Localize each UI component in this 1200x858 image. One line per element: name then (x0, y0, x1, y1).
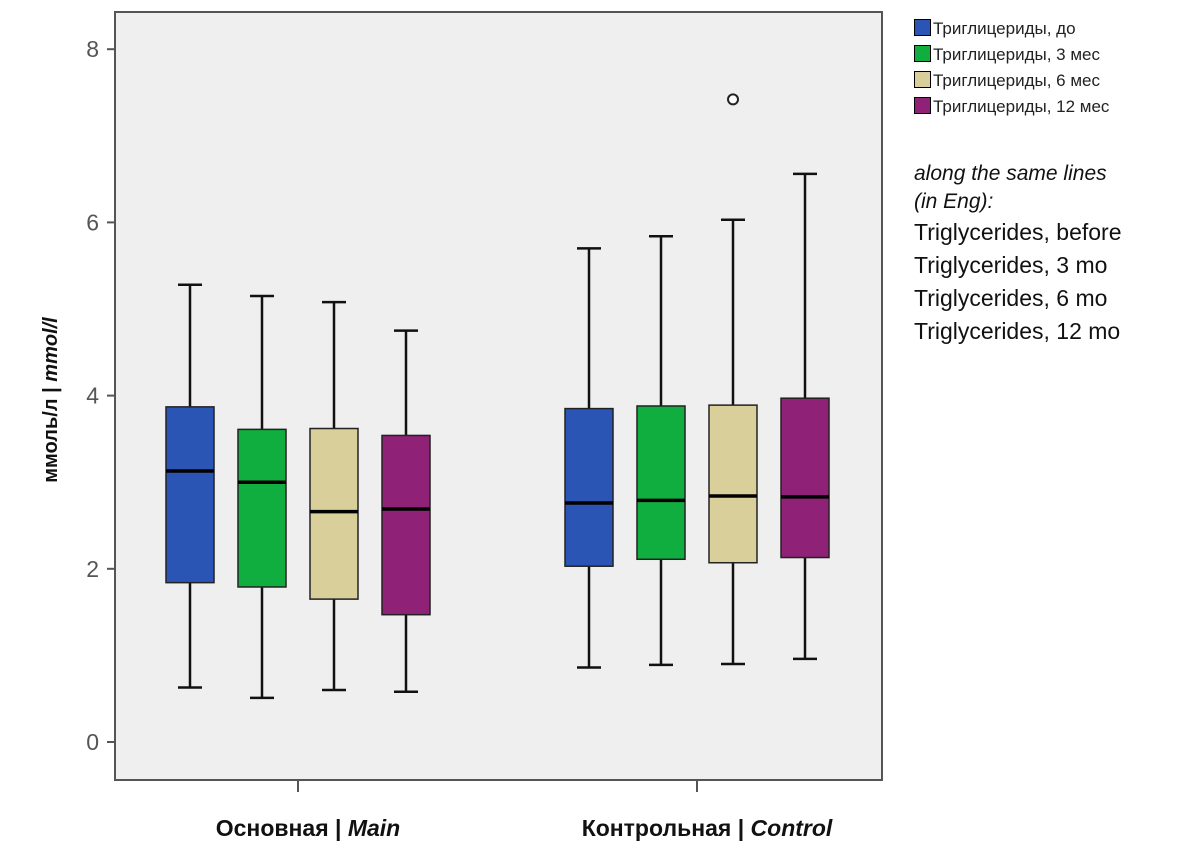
plot-area (114, 11, 883, 781)
legend-label-before: Триглицериды, до (933, 19, 1076, 38)
box-iqr (165, 406, 215, 584)
translation-line-before: Triglycerides, before (914, 219, 1122, 245)
box-iqr (237, 428, 287, 588)
translation-line-12mo: Triglycerides, 12 mo (914, 318, 1121, 344)
translation-line-6mo: Triglycerides, 6 mo (914, 285, 1108, 311)
legend: Триглицериды, до Триглицериды, 3 мес Три… (914, 16, 1196, 120)
legend-item-3mo: Триглицериды, 3 мес (914, 42, 1196, 68)
y-tick-label: 0 (86, 729, 99, 755)
y-tick-label: 8 (86, 36, 99, 62)
x-category-label-native: Основная | (216, 815, 348, 841)
box-iqr (381, 434, 431, 616)
y-tick-label: 4 (86, 383, 99, 409)
legend-item-before: Триглицериды, до (914, 16, 1196, 42)
x-category-label-english: Main (348, 815, 400, 841)
box-iqr (708, 404, 758, 564)
y-tick-label: 2 (86, 556, 99, 582)
legend-swatch-before (914, 19, 931, 36)
legend-item-6mo: Триглицериды, 6 мес (914, 68, 1196, 94)
legend-swatch-12mo (914, 97, 931, 114)
y-axis-label-english: mmol/l (40, 317, 62, 382)
box-iqr (309, 427, 359, 600)
english-translation-note: along the same lines (in Eng): Triglycer… (914, 160, 1196, 348)
x-category-label-english: Control (751, 815, 833, 841)
legend-label-3mo: Триглицериды, 3 мес (933, 45, 1100, 64)
box-iqr (564, 407, 614, 567)
box-iqr (636, 405, 686, 561)
legend-swatch-6mo (914, 71, 931, 88)
x-category-label: Основная | Main (216, 815, 400, 841)
y-axis-label-native: ммоль/л | (40, 382, 62, 483)
legend-label-6mo: Триглицериды, 6 мес (933, 71, 1100, 90)
outlier-point (727, 93, 739, 106)
translation-line-3mo: Triglycerides, 3 mo (914, 252, 1108, 278)
legend-swatch-3mo (914, 45, 931, 62)
translation-intro: along the same lines (in Eng): (914, 162, 1107, 213)
x-category-label-native: Контрольная | (582, 815, 751, 841)
legend-label-12mo: Триглицериды, 12 мес (933, 97, 1110, 116)
x-category-label: Контрольная | Control (582, 815, 833, 841)
legend-item-12mo: Триглицериды, 12 мес (914, 94, 1196, 120)
y-tick-label: 6 (86, 209, 99, 235)
y-axis-label: ммоль/л | mmol/l (40, 317, 62, 483)
box-iqr (780, 397, 830, 559)
